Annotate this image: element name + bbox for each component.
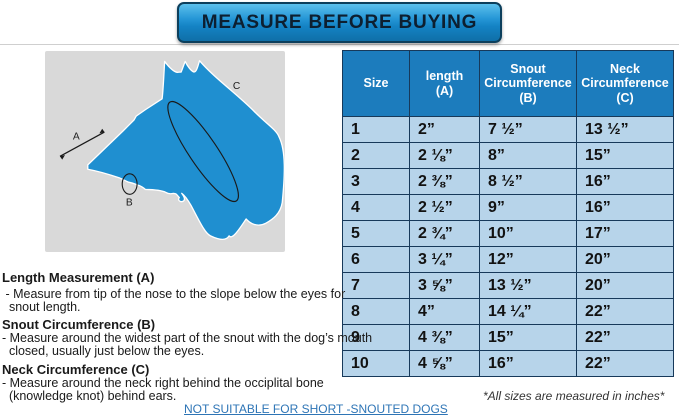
svg-text:C: C — [233, 81, 240, 92]
svg-text:B: B — [126, 197, 133, 208]
svg-text:A: A — [73, 131, 80, 142]
